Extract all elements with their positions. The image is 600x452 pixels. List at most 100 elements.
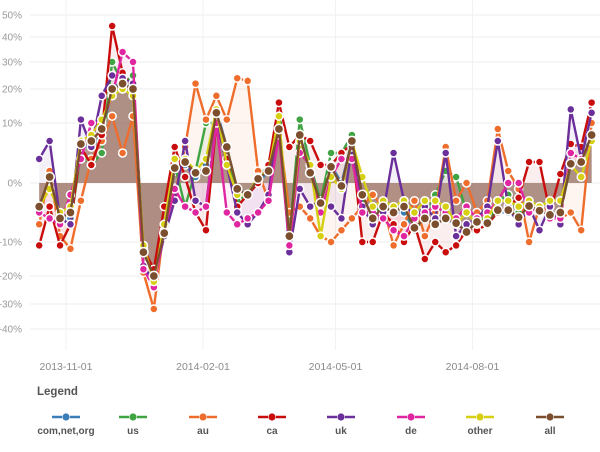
data-point[interactable] xyxy=(482,217,493,229)
data-point[interactable] xyxy=(128,57,138,67)
data-point[interactable] xyxy=(451,231,461,241)
data-point[interactable] xyxy=(566,148,576,158)
data-point[interactable] xyxy=(513,178,524,188)
data-point[interactable] xyxy=(44,171,55,183)
data-point[interactable] xyxy=(211,107,222,119)
data-point[interactable] xyxy=(524,237,534,247)
data-point[interactable] xyxy=(190,195,201,206)
data-point[interactable] xyxy=(461,178,472,188)
data-point[interactable] xyxy=(294,129,306,141)
data-point[interactable] xyxy=(409,207,420,218)
data-point[interactable] xyxy=(304,167,316,179)
data-point[interactable] xyxy=(127,83,139,95)
data-point[interactable] xyxy=(305,201,315,212)
data-point[interactable] xyxy=(566,104,576,115)
data-point[interactable] xyxy=(451,195,461,206)
data-point[interactable] xyxy=(357,237,368,247)
data-point[interactable] xyxy=(451,240,461,251)
data-point[interactable] xyxy=(190,167,201,179)
data-point[interactable] xyxy=(315,160,326,170)
legend-item-us[interactable]: us xyxy=(93,412,173,437)
data-point[interactable] xyxy=(420,254,430,264)
data-point[interactable] xyxy=(253,207,263,218)
legend-item-all[interactable]: all xyxy=(510,412,590,437)
data-point[interactable] xyxy=(576,172,586,182)
data-point[interactable] xyxy=(503,195,513,206)
data-point[interactable] xyxy=(65,244,76,254)
data-point[interactable] xyxy=(325,161,337,173)
data-point[interactable] xyxy=(107,111,117,121)
data-point[interactable] xyxy=(534,225,545,235)
data-point[interactable] xyxy=(44,136,55,146)
legend-item-ca[interactable]: ca xyxy=(232,412,312,437)
data-point[interactable] xyxy=(201,225,211,235)
legend-item-au[interactable]: au xyxy=(163,412,243,437)
data-point[interactable] xyxy=(232,73,242,83)
data-point[interactable] xyxy=(222,114,232,125)
data-point[interactable] xyxy=(388,240,399,251)
data-point[interactable] xyxy=(96,123,108,135)
data-point[interactable] xyxy=(440,213,452,224)
data-point[interactable] xyxy=(576,225,586,235)
data-point[interactable] xyxy=(503,178,513,188)
data-point[interactable] xyxy=(96,148,107,158)
data-point[interactable] xyxy=(409,222,420,234)
data-point[interactable] xyxy=(367,237,378,247)
data-point[interactable] xyxy=(367,213,379,224)
data-point[interactable] xyxy=(566,207,576,218)
data-point[interactable] xyxy=(76,195,86,206)
data-point[interactable] xyxy=(65,219,76,230)
data-point[interactable] xyxy=(513,201,524,212)
data-point[interactable] xyxy=(305,136,315,146)
data-point[interactable] xyxy=(274,97,284,108)
data-point[interactable] xyxy=(33,201,45,212)
data-point[interactable] xyxy=(493,136,503,146)
data-point[interactable] xyxy=(586,108,597,118)
data-point[interactable] xyxy=(357,207,368,218)
data-point[interactable] xyxy=(493,124,503,134)
data-point[interactable] xyxy=(190,207,201,218)
data-point[interactable] xyxy=(471,216,483,228)
data-point[interactable] xyxy=(201,114,211,125)
data-point[interactable] xyxy=(554,207,566,218)
data-point[interactable] xyxy=(242,76,253,86)
data-point[interactable] xyxy=(326,201,336,212)
data-point[interactable] xyxy=(356,189,368,201)
data-point[interactable] xyxy=(336,154,347,164)
data-point[interactable] xyxy=(440,148,451,158)
data-point[interactable] xyxy=(315,231,326,241)
data-point[interactable] xyxy=(586,129,597,141)
data-point[interactable] xyxy=(273,123,285,135)
data-point[interactable] xyxy=(201,201,211,212)
data-point[interactable] xyxy=(461,226,472,238)
data-point[interactable] xyxy=(158,227,170,239)
data-point[interactable] xyxy=(503,166,513,176)
legend-item-other[interactable]: other xyxy=(440,412,520,437)
data-point[interactable] xyxy=(336,225,347,235)
data-point[interactable] xyxy=(513,211,525,223)
data-point[interactable] xyxy=(221,141,233,153)
data-point[interactable] xyxy=(138,264,149,274)
data-point[interactable] xyxy=(44,213,55,224)
data-point[interactable] xyxy=(388,207,399,218)
data-point[interactable] xyxy=(180,172,190,182)
data-point[interactable] xyxy=(169,142,180,152)
data-point[interactable] xyxy=(545,195,555,206)
data-point[interactable] xyxy=(117,78,128,89)
data-point[interactable] xyxy=(440,201,451,212)
data-point[interactable] xyxy=(565,158,577,170)
data-point[interactable] xyxy=(586,97,597,108)
data-point[interactable] xyxy=(117,148,128,158)
data-point[interactable] xyxy=(450,217,462,229)
data-point[interactable] xyxy=(388,148,399,158)
data-point[interactable] xyxy=(398,201,410,212)
data-point[interactable] xyxy=(419,213,431,224)
data-point[interactable] xyxy=(231,183,243,195)
data-point[interactable] xyxy=(430,237,441,247)
data-point[interactable] xyxy=(34,240,44,251)
data-point[interactable] xyxy=(336,180,347,192)
data-point[interactable] xyxy=(138,246,149,258)
legend-item-com-net-org[interactable]: com,net,org xyxy=(26,412,106,437)
data-point[interactable] xyxy=(149,304,159,314)
data-point[interactable] xyxy=(430,195,441,206)
